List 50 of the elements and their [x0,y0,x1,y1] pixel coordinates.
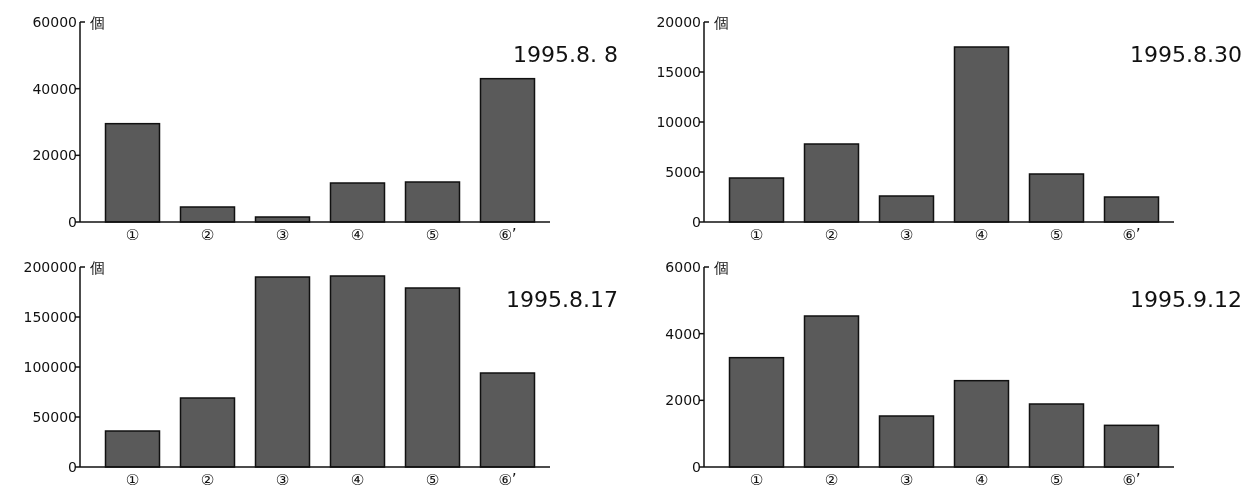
y-tick-label: 2000 [665,392,701,409]
x-tick-label: ⑤ [425,471,440,489]
y-axis-title: 個 [90,14,105,32]
x-tick-label: ① [125,471,140,489]
y-tick-label: 4000 [665,325,701,342]
x-tick-label: ⑥’ [498,226,517,244]
y-tick-label: 150000 [23,309,77,325]
y-tick-label: 0 [68,214,77,230]
y-tick-label: 0 [68,459,77,475]
y-tick-label: 15000 [656,64,701,80]
y-tick-label: 20000 [32,147,77,164]
x-tick-label: ⑥’ [498,471,517,489]
y-tick-label: 10000 [656,114,701,130]
x-tick-label: ⑤ [1049,471,1064,489]
x-tick-label: ④ [974,471,989,489]
x-tick-label: ① [749,226,764,244]
text: 1995.9.12 [1130,287,1242,312]
x-tick-label: ② [200,471,215,489]
text: 1995.8. 8 [513,42,618,67]
y-axis-title: 個 [714,259,729,277]
x-tick-label: ③ [275,471,290,489]
y-tick-label: 50000 [32,409,77,425]
x-tick-label: ② [824,226,839,244]
text: 1995.8.17 [506,287,618,312]
x-tick-label: ④ [350,471,365,489]
x-tick-label: ④ [350,226,365,244]
y-tick-label: 6000 [665,259,701,275]
x-tick-label: ③ [899,226,914,244]
text: 1995.8.30 [1130,42,1242,67]
x-tick-label: ③ [275,226,290,244]
y-tick-label: 100000 [23,359,77,375]
y-tick-label: 40000 [32,80,77,97]
y-axis-title: 個 [90,259,105,277]
x-tick-label: ① [749,471,764,489]
x-tick-label: ② [200,226,215,244]
x-tick-label: ③ [899,471,914,489]
y-tick-label: 0 [692,214,701,230]
y-tick-label: 0 [692,459,701,475]
x-tick-label: ① [125,226,140,244]
x-tick-label: ② [824,471,839,489]
y-tick-label: 60000 [32,14,77,30]
x-tick-label: ⑥’ [1122,226,1141,244]
x-tick-label: ⑤ [1049,226,1064,244]
y-tick-label: 200000 [23,259,77,275]
x-tick-label: ⑤ [425,226,440,244]
x-tick-label: ⑥’ [1122,471,1141,489]
x-tick-label: ④ [974,226,989,244]
y-tick-label: 20000 [656,14,701,30]
y-axis-title: 個 [714,14,729,32]
y-tick-label: 5000 [665,164,701,180]
